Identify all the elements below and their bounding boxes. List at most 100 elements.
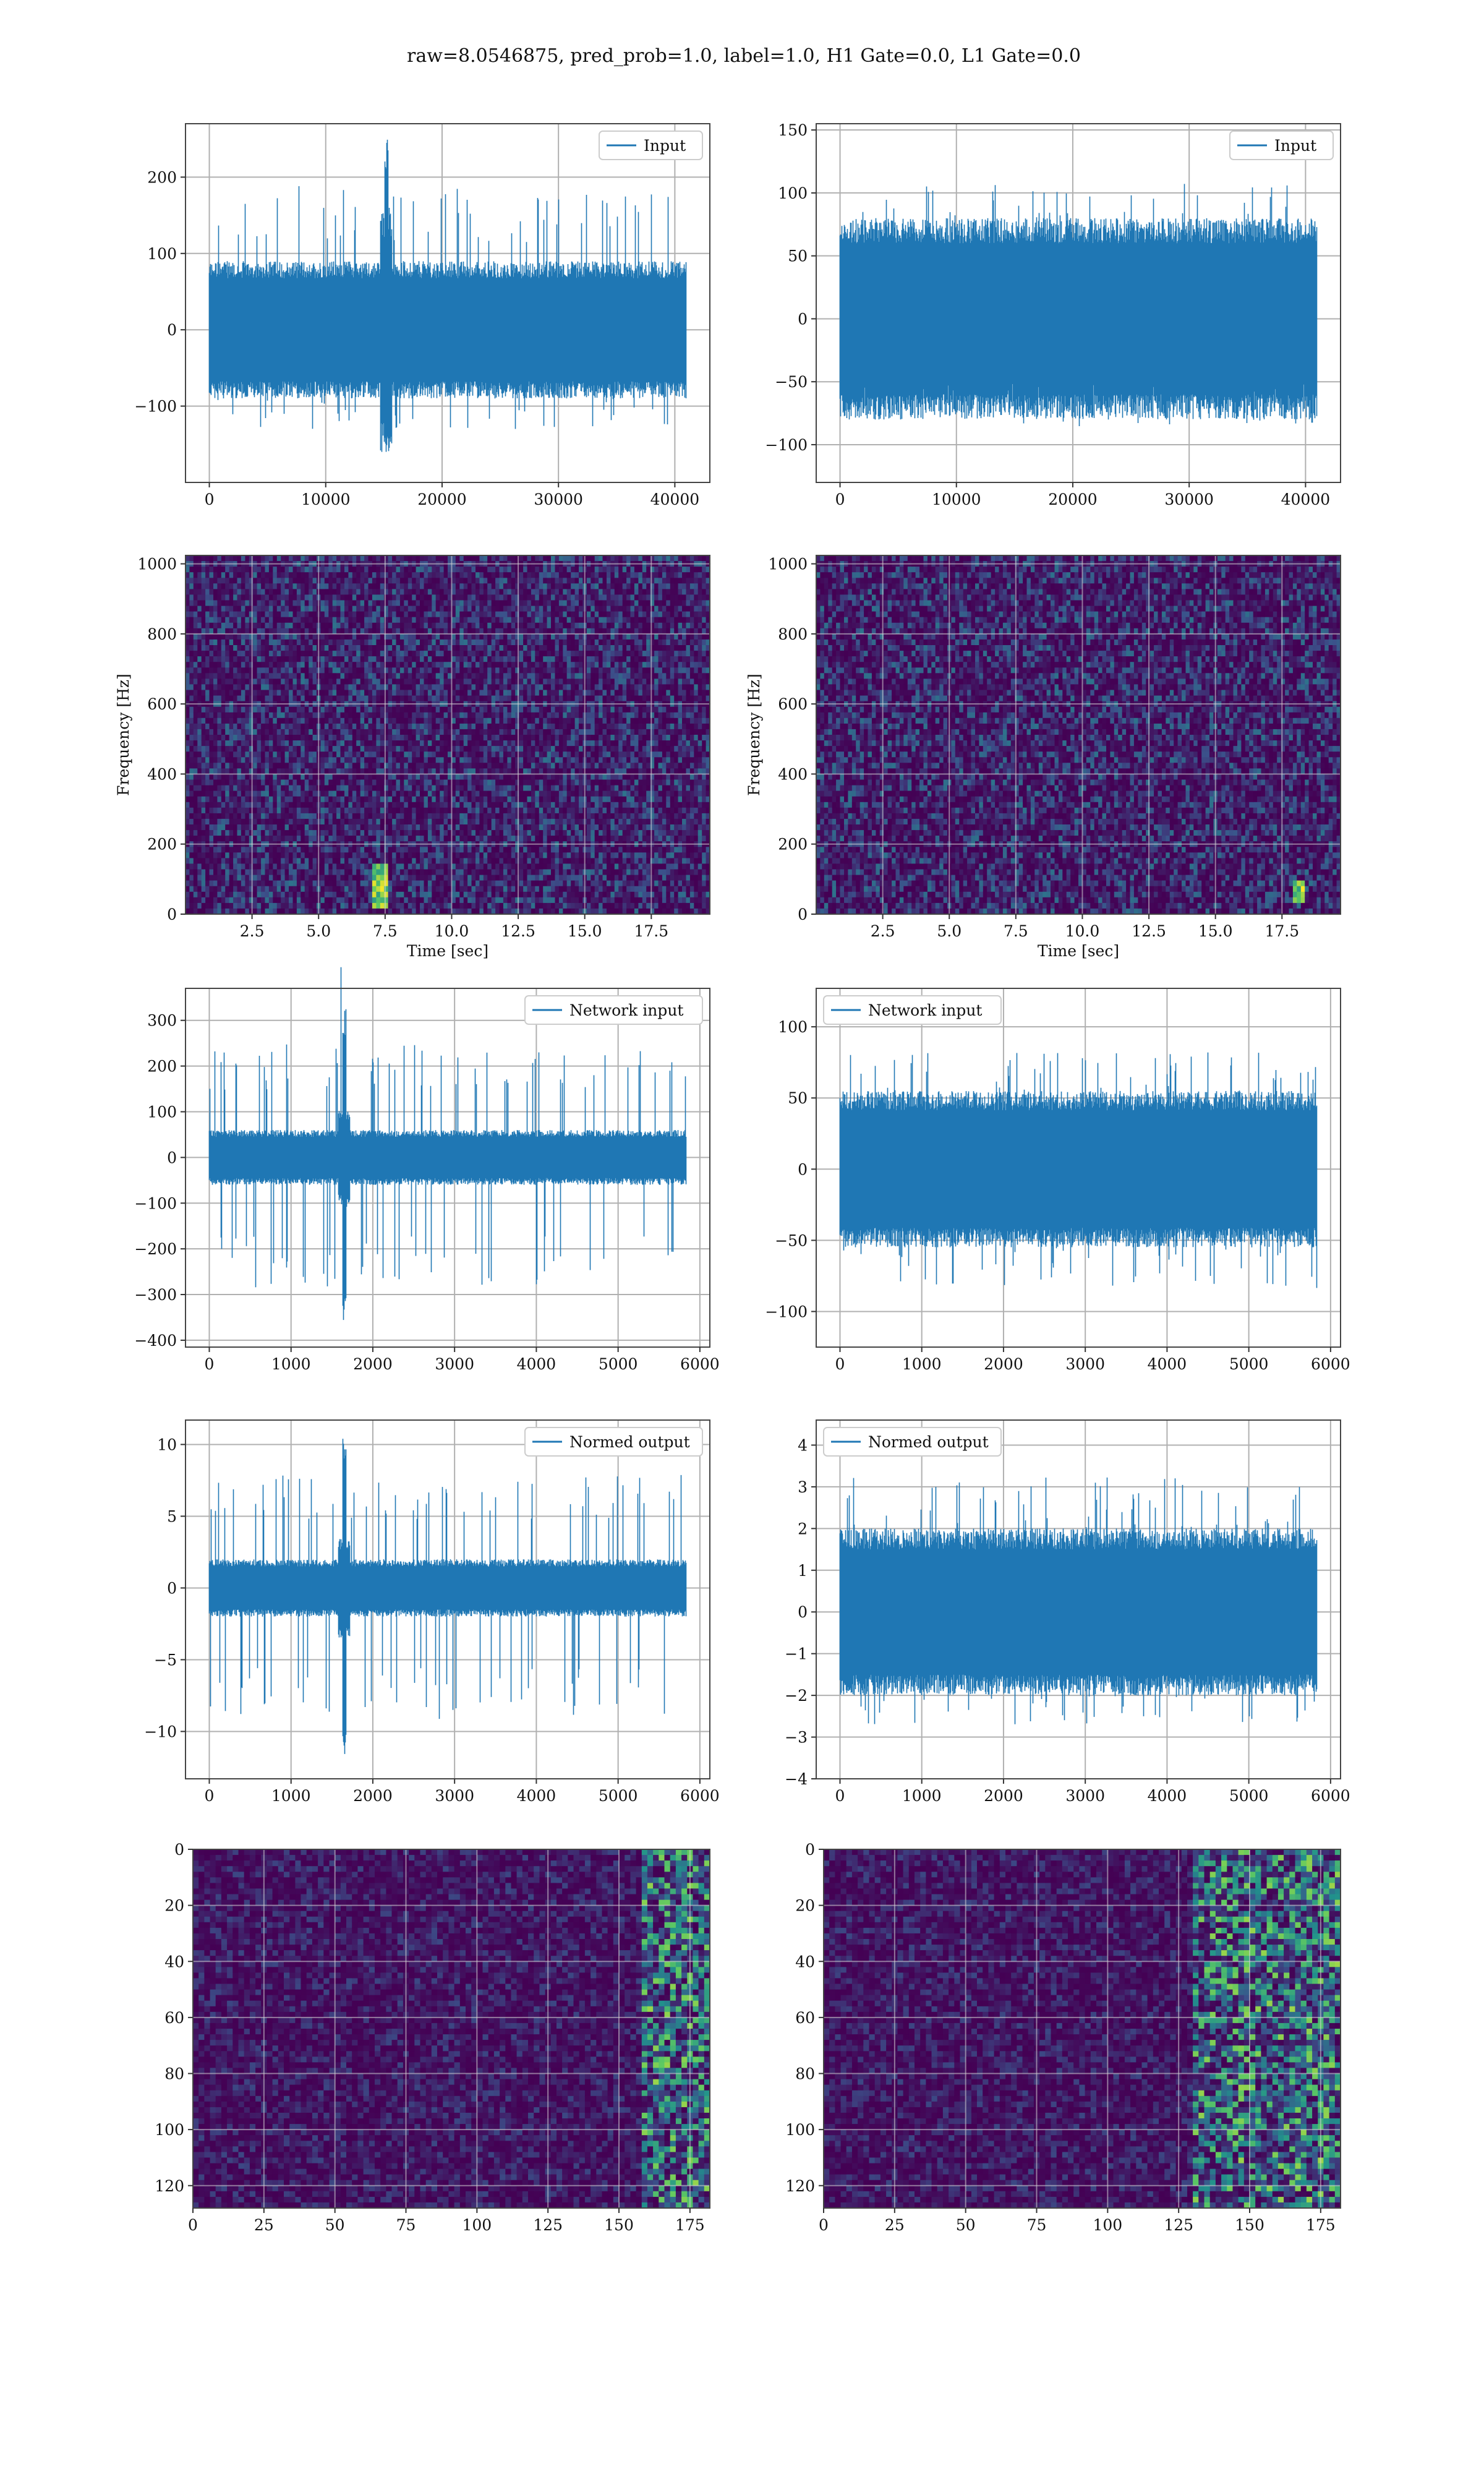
panel-spectrogram-h1: 2.5 5.0 7.5 10.0 12.5 15.0 17.5 0 200 400 600 800 10… — [114, 555, 710, 960]
legend: Normed output — [823, 1427, 1002, 1457]
x-tick-label: 10.0 — [1065, 922, 1100, 940]
x-tick-label: 7.5 — [373, 922, 398, 940]
y-axis-label: Frequency [Hz] — [745, 674, 763, 796]
x-axis-label: Time [sec] — [1038, 942, 1119, 960]
y-tick-label: 200 — [778, 836, 808, 854]
y-tick-label: 80 — [795, 2065, 815, 2083]
y-tick-label: 300 — [147, 1012, 177, 1030]
x-tick-label: 0 — [205, 1787, 215, 1805]
y-tick-label: 100 — [778, 1018, 808, 1036]
y-tick-label: −50 — [775, 1231, 808, 1249]
x-tick-label: 5000 — [599, 1355, 638, 1373]
y-tick-label: 50 — [788, 247, 808, 265]
x-tick-label: 3000 — [1065, 1355, 1105, 1373]
y-tick-label: 80 — [164, 2065, 184, 2083]
y-tick-label: 120 — [155, 2177, 184, 2195]
axes-frame — [192, 1849, 710, 2209]
y-tick-label: 100 — [778, 184, 808, 202]
x-tick-label: 15.0 — [568, 922, 602, 940]
series-normed-output — [839, 1477, 1318, 1724]
x-tick-label: 125 — [533, 2216, 563, 2234]
x-tick-label: 4000 — [1148, 1355, 1187, 1373]
y-tick-label: 0 — [167, 1149, 177, 1166]
series-input — [839, 184, 1318, 426]
x-tick-label: 30000 — [534, 490, 583, 508]
y-tick-label: −3 — [785, 1729, 808, 1747]
figure-title: raw=8.0546875, pred_prob=1.0, label=1.0,… — [407, 45, 1081, 67]
x-tick-label: 10000 — [932, 490, 981, 508]
x-tick-label: 2000 — [984, 1355, 1023, 1373]
y-tick-label: 4 — [798, 1436, 808, 1454]
heatmap-cells — [186, 555, 710, 915]
panel-feature-map-l1: 0 25 50 75 100 125 150 175 0 20 40 60 80 100 120 — [785, 1841, 1341, 2234]
y-tick-label: 600 — [147, 695, 177, 713]
x-tick-label: 2.5 — [871, 922, 895, 940]
x-tick-label: 15.0 — [1198, 922, 1233, 940]
panel-spectrogram-l1: 2.5 5.0 7.5 10.0 12.5 15.0 17.5 0 200 400 600 800 10… — [745, 555, 1341, 960]
x-tick-label: 6000 — [680, 1787, 720, 1805]
y-tick-label: 40 — [164, 1953, 184, 1971]
y-tick-label: 0 — [798, 1160, 808, 1178]
x-tick-label: 6000 — [1311, 1787, 1350, 1805]
legend-frame — [1229, 131, 1334, 160]
x-tick-label: 0 — [835, 490, 845, 508]
y-tick-label: 0 — [167, 1579, 177, 1597]
y-tick-label: 200 — [147, 168, 177, 186]
legend-frame — [524, 995, 703, 1025]
y-tick-label: 0 — [805, 1841, 815, 1859]
axes-frame — [816, 123, 1341, 483]
y-tick-label: 2 — [798, 1520, 808, 1538]
y-tick-label: 40 — [795, 1953, 815, 1971]
legend-label: Network input — [569, 1001, 683, 1019]
x-tick-label: 100 — [462, 2216, 492, 2234]
legend: Input — [1229, 131, 1334, 160]
y-tick-label: 0 — [798, 1603, 808, 1621]
legend-frame — [524, 1427, 703, 1457]
x-tick-label: 40000 — [1281, 490, 1331, 508]
x-tick-label: 5000 — [1229, 1787, 1269, 1805]
series-normed-output — [208, 1439, 687, 1754]
heatmap-cells — [816, 555, 1341, 915]
legend: Network input — [823, 995, 1002, 1025]
x-tick-label: 0 — [835, 1787, 845, 1805]
x-tick-label: 5000 — [599, 1787, 638, 1805]
axes-frame — [816, 988, 1341, 1348]
y-tick-label: −2 — [785, 1687, 808, 1705]
x-tick-label: 125 — [1164, 2216, 1193, 2234]
y-tick-label: 1000 — [768, 555, 808, 573]
x-tick-label: 20000 — [417, 490, 467, 508]
x-tick-label: 0 — [205, 1355, 215, 1373]
panel-normed-output-h1: Normed output 0 1000 2000 3000 4000 5000 6000 −1… — [144, 1419, 720, 1805]
x-tick-label: 100 — [1093, 2216, 1122, 2234]
y-tick-label: 60 — [795, 2009, 815, 2027]
axes-frame — [816, 1419, 1341, 1779]
x-tick-label: 25 — [885, 2216, 905, 2234]
y-tick-label: 600 — [778, 695, 808, 713]
y-tick-label: 100 — [147, 1103, 177, 1121]
x-axis-label: Time [sec] — [407, 942, 488, 960]
y-tick-label: −50 — [775, 373, 808, 391]
x-tick-label: 5.0 — [937, 922, 962, 940]
y-tick-label: 1 — [798, 1562, 808, 1580]
y-tick-label: 200 — [147, 836, 177, 854]
x-tick-label: 4000 — [517, 1787, 556, 1805]
y-tick-label: 0 — [798, 905, 808, 923]
x-tick-label: 50 — [956, 2216, 976, 2234]
x-tick-label: 75 — [396, 2216, 416, 2234]
x-tick-label: 12.5 — [501, 922, 535, 940]
panel-input-l1: Input 0 10000 20000 30000 40000 −100 −50 0 50 100 1… — [765, 121, 1341, 508]
x-tick-label: 3000 — [435, 1355, 474, 1373]
x-tick-label: 30000 — [1164, 490, 1214, 508]
y-tick-label: −200 — [134, 1240, 177, 1258]
y-tick-label: 120 — [785, 2177, 815, 2195]
x-tick-label: 2000 — [353, 1355, 393, 1373]
x-tick-label: 4000 — [1148, 1787, 1187, 1805]
y-tick-label: 100 — [155, 2121, 184, 2139]
x-tick-label: 2.5 — [240, 922, 265, 940]
x-tick-label: 1000 — [271, 1355, 311, 1373]
y-tick-label: 200 — [147, 1058, 177, 1076]
x-tick-label: 12.5 — [1132, 922, 1166, 940]
legend: Input — [599, 131, 703, 160]
x-tick-label: 1000 — [902, 1355, 942, 1373]
